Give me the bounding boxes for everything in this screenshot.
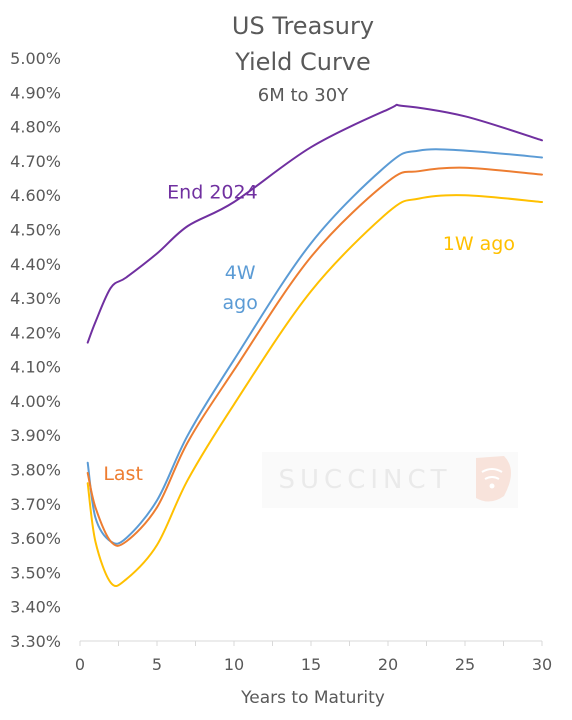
x-tick-label: 20 xyxy=(378,655,398,674)
series-labels: End 2024 4W ago Last 1W ago xyxy=(103,182,515,485)
x-tick-label: 0 xyxy=(75,655,85,674)
chart-title-line-1: US Treasury xyxy=(232,12,374,40)
y-tick-label: 4.60% xyxy=(10,186,61,205)
chart-title-line-2: Yield Curve xyxy=(234,48,371,76)
watermark-background xyxy=(262,452,518,508)
y-tick-label: 4.20% xyxy=(10,323,61,342)
y-tick-label: 5.00% xyxy=(10,49,61,68)
x-tick-label: 5 xyxy=(152,655,162,674)
x-tick-label: 30 xyxy=(532,655,552,674)
series-line-2 xyxy=(86,166,543,547)
y-tick-label: 4.80% xyxy=(10,118,61,137)
series-line-0 xyxy=(86,103,543,344)
watermark: SUCCINCT xyxy=(262,452,518,508)
watermark-text: SUCCINCT xyxy=(279,465,452,495)
y-tick-label: 3.90% xyxy=(10,426,61,445)
series-lines xyxy=(86,103,543,588)
y-axis: 3.30% 3.40% 3.50% 3.60% 3.70% 3.80% 3.90% 4.00%… xyxy=(10,49,61,651)
y-tick-label: 4.30% xyxy=(10,289,61,308)
series-label-1: 4W ago xyxy=(222,262,257,314)
x-axis-label: Years to Maturity xyxy=(240,688,385,708)
series-line-3 xyxy=(86,194,543,588)
y-tick-label: 3.70% xyxy=(10,495,61,514)
y-tick-label: 4.90% xyxy=(10,83,61,102)
series-label-2: Last xyxy=(103,463,143,485)
series-label-3: 1W ago xyxy=(443,233,515,255)
x-tick-label: 15 xyxy=(301,655,321,674)
y-tick-label: 3.30% xyxy=(10,632,61,651)
y-tick-label: 4.10% xyxy=(10,358,61,377)
y-tick-label: 4.00% xyxy=(10,392,61,411)
y-tick-label: 3.80% xyxy=(10,461,61,480)
y-tick-label: 4.70% xyxy=(10,152,61,171)
chart-subtitle: 6M to 30Y xyxy=(258,85,349,106)
x-axis: 0 5 10 15 20 25 30 xyxy=(75,640,552,674)
y-tick-label: 3.40% xyxy=(10,598,61,617)
series-label-0: End 2024 xyxy=(167,182,258,204)
x-tick-label: 10 xyxy=(224,655,244,674)
watermark-logo-icon xyxy=(476,456,511,502)
y-tick-label: 4.40% xyxy=(10,255,61,274)
y-tick-label: 3.60% xyxy=(10,529,61,548)
y-tick-label: 3.50% xyxy=(10,563,61,582)
y-tick-label: 4.50% xyxy=(10,220,61,239)
x-tick-label: 25 xyxy=(455,655,475,674)
